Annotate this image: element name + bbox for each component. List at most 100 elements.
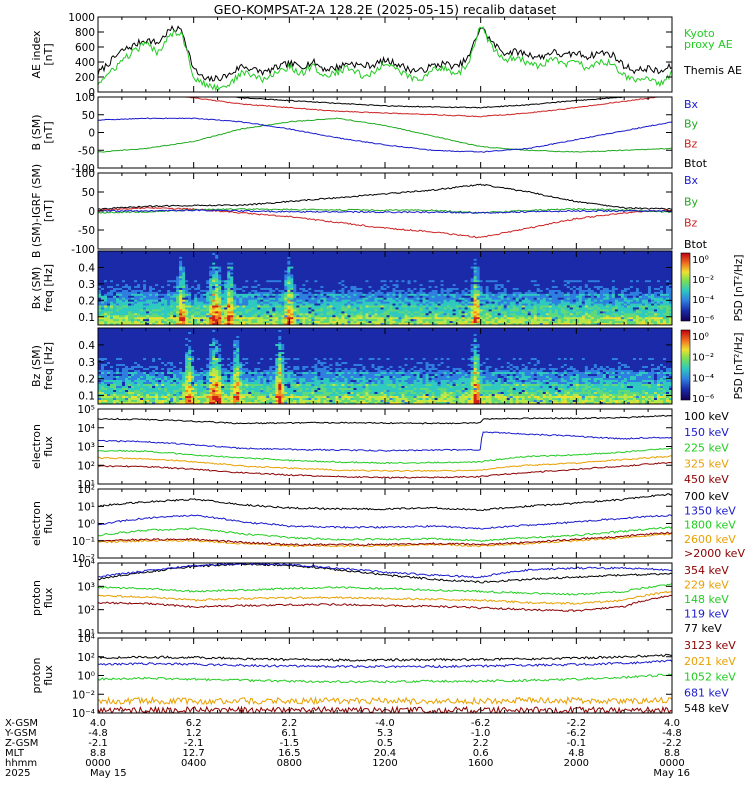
spectrogram-cell (233, 258, 237, 262)
spectrogram-cell (350, 258, 355, 262)
spectrogram-cell (440, 295, 445, 299)
spectrogram-cell (425, 256, 430, 260)
spectrogram-cell (404, 297, 409, 301)
spectrogram-cell (149, 297, 153, 301)
spectrogram-cell (269, 305, 273, 309)
spectrogram-cell (185, 252, 189, 256)
spectrogram-cell (440, 254, 445, 258)
spectrogram-cell (146, 284, 150, 287)
spectrogram-cell (272, 307, 276, 311)
spectrogram-cell (215, 289, 219, 293)
spectrogram-cell (278, 262, 282, 266)
spectrogram-cell (197, 272, 201, 275)
spectrogram-cell (458, 319, 463, 322)
spectrogram-cell (263, 268, 267, 272)
spectrogram-cell (389, 295, 394, 299)
spectrogram-cell (254, 313, 258, 316)
spectrogram-cell (365, 251, 370, 254)
spectrogram-cell (302, 289, 306, 293)
spectrogram-cell (362, 289, 367, 293)
spectrogram-cell (377, 258, 382, 262)
spectrogram-cell (308, 321, 312, 324)
spectrogram-cell (239, 268, 243, 272)
spectrogram-cell (197, 274, 201, 277)
spectrogram-cell (428, 272, 433, 275)
spectrogram-cell (311, 264, 315, 268)
spectrogram-cell (269, 258, 273, 262)
spectrogram-cell (98, 262, 102, 266)
spectrogram-cell (221, 278, 225, 281)
spectrogram-cell (317, 256, 321, 260)
spectrogram-cell (215, 311, 219, 314)
spectrogram-cell (467, 284, 472, 287)
spectrogram-cell (251, 254, 255, 258)
spectrogram-cell (149, 262, 153, 266)
spectrogram-cell (437, 262, 442, 266)
y-tick-label: 800 (75, 27, 95, 39)
spectrogram-cell (98, 278, 102, 281)
spectrogram-cell (125, 288, 129, 291)
spectrogram-cell (443, 280, 448, 283)
spectrogram-cell (416, 270, 421, 274)
spectrogram-cell (359, 258, 364, 262)
spectrogram-cell (311, 282, 315, 285)
spectrogram-cell (305, 309, 309, 312)
spectrogram-cell (452, 272, 457, 275)
spectrogram-cell (353, 319, 358, 322)
spectrogram-cell (128, 295, 132, 299)
spectrogram-cell (203, 264, 207, 268)
spectrogram-cell (407, 280, 412, 283)
spectrogram-cell (344, 289, 349, 293)
spectrogram-cell (335, 288, 340, 291)
spectrogram-cell (155, 260, 159, 264)
spectrogram-cell (443, 262, 448, 266)
spectrogram-cell (176, 299, 180, 303)
spectrogram-cell (293, 311, 297, 314)
spectrogram-cell (242, 299, 246, 303)
spectrogram-cell (200, 276, 204, 279)
spectrogram-cell (407, 274, 412, 277)
spectrogram-cell (458, 282, 463, 285)
spectrogram-cell (293, 299, 297, 303)
spectrogram-cell (281, 288, 285, 291)
spectrogram-cell (245, 309, 249, 312)
spectrogram-cell (290, 301, 294, 305)
spectrogram-cell (365, 289, 370, 293)
spectrogram-cell (179, 299, 183, 303)
spectrogram-cell (314, 278, 318, 281)
spectrogram-cell (230, 286, 234, 289)
spectrogram-cell (167, 297, 171, 301)
spectrogram-cell (473, 254, 478, 258)
legend-entry: Bz (684, 137, 698, 150)
spectrogram-cell (422, 278, 427, 281)
spectrogram-cell (161, 270, 165, 274)
spectrogram-cell (137, 262, 141, 266)
spectrogram-cell (359, 305, 364, 309)
spectrogram-cell (116, 252, 120, 256)
spectrogram-cell (176, 307, 180, 311)
spectrogram-cell (323, 256, 327, 260)
spectrogram-cell (359, 268, 364, 272)
spectrogram-cell (323, 262, 327, 266)
spectrogram-cell (410, 288, 415, 291)
spectrogram-cell (194, 311, 198, 314)
spectrogram-cell (293, 286, 297, 289)
spectrogram-cell (419, 266, 424, 270)
spectrogram-cell (410, 289, 415, 293)
spectrogram-cell (389, 256, 394, 260)
spectrogram-cell (293, 301, 297, 305)
spectrogram-cell (431, 264, 436, 268)
spectrogram-cell (221, 313, 225, 316)
spectrogram-cell (422, 282, 427, 285)
spectrogram-cell (302, 268, 306, 272)
spectrogram-cell (212, 317, 216, 320)
spectrogram-cell (359, 252, 364, 256)
spectrogram-cell (458, 260, 463, 264)
spectrogram-cell (170, 297, 174, 301)
spectrogram-cell (374, 321, 379, 324)
spectrogram-cell (395, 313, 400, 316)
spectrogram-cell (119, 268, 123, 272)
spectrogram-cell (296, 284, 300, 287)
spectrogram-cell (125, 268, 129, 272)
spectrogram-cell (434, 254, 439, 258)
